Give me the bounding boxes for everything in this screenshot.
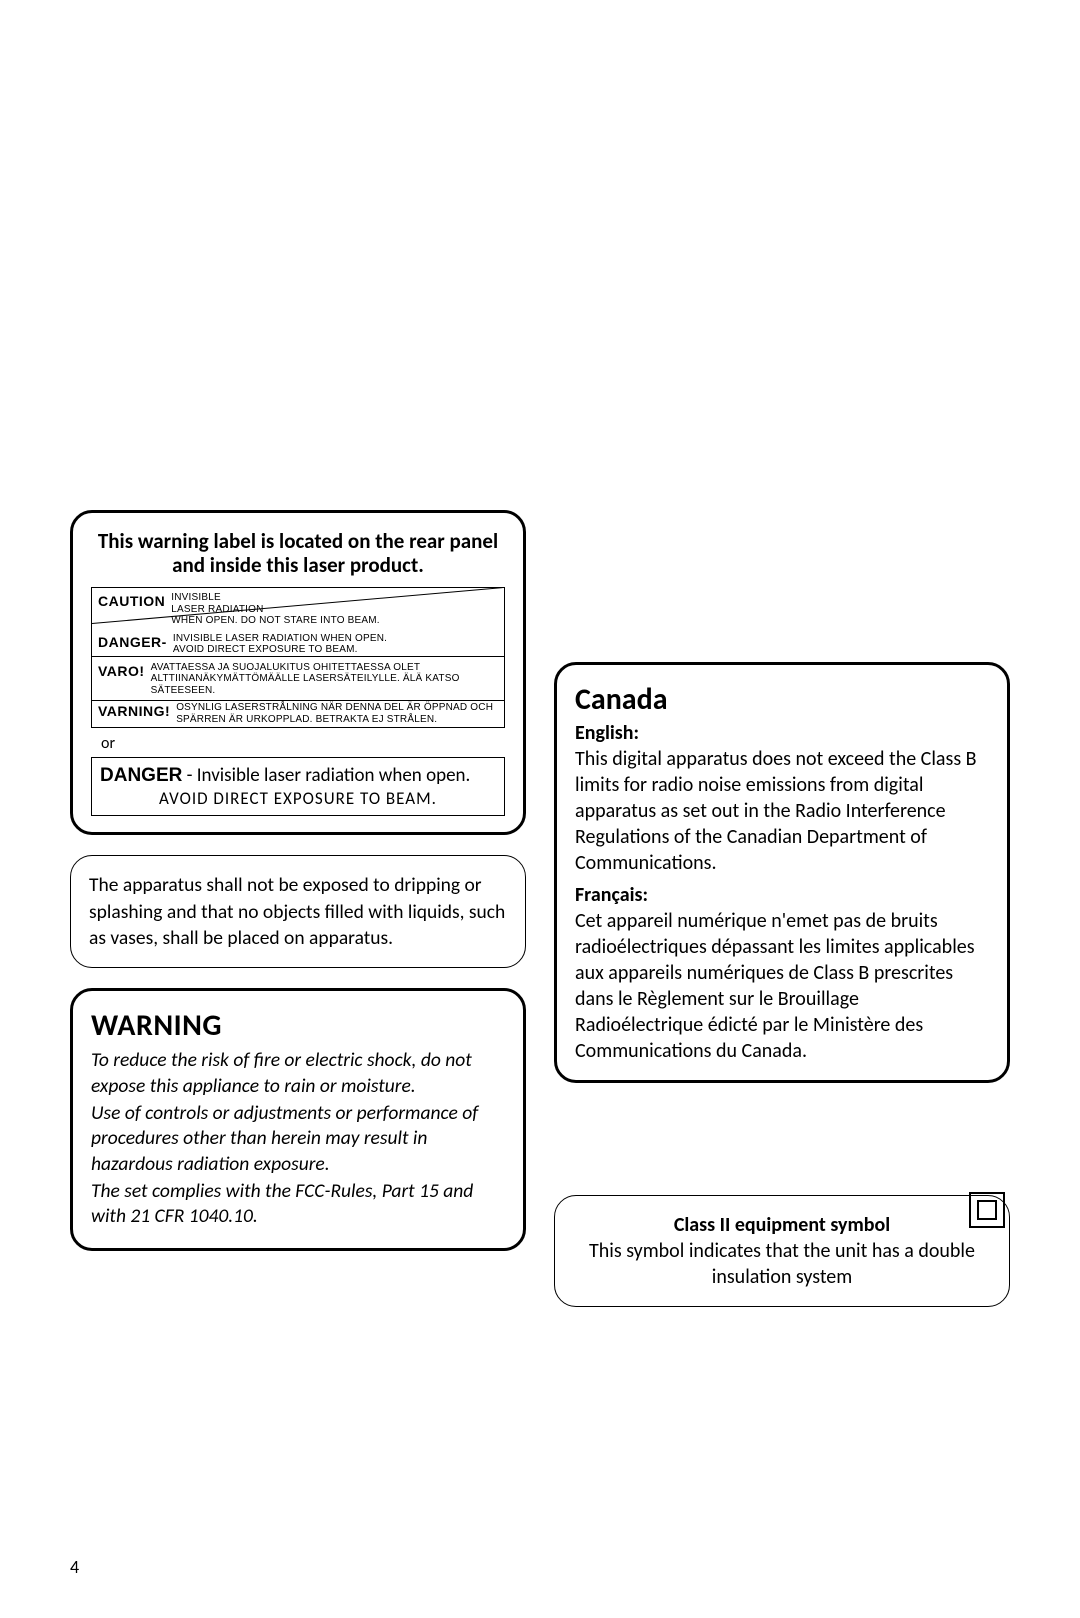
page-number: 4: [70, 1556, 79, 1578]
class2-text: This symbol indicates that the unit has …: [573, 1238, 991, 1290]
document-page: This warning label is located on the rea…: [70, 510, 1010, 1307]
label-text: INVISIBLE LASER RADIATION WHEN OPEN. DO …: [171, 592, 380, 627]
label-keyword: DANGER-: [98, 633, 167, 650]
splash-text: The apparatus shall not be exposed to dr…: [89, 872, 507, 951]
label-text: OSYNLIG LASERSTRÅLNING NÄR DENNA DEL ÄR …: [176, 702, 498, 725]
label-text: INVISIBLE LASER RADIATION WHEN OPEN. AVO…: [173, 633, 387, 656]
label-row-caution: CAUTION INVISIBLE LASER RADIATION WHEN O…: [92, 588, 504, 629]
warning-p2: Use of controls or adjustments or perfor…: [91, 1101, 505, 1177]
laser-warning-panel: This warning label is located on the rea…: [70, 510, 526, 835]
danger-text: - Invisible laser radiation when open.: [182, 764, 470, 787]
canada-francais: Français: Cet appareil numérique n'emet …: [575, 882, 989, 1064]
label-row-danger: DANGER- INVISIBLE LASER RADIATION WHEN O…: [92, 629, 504, 658]
spacer: [554, 1103, 1010, 1175]
right-column: Canada English: This digital apparatus d…: [554, 510, 1010, 1307]
left-column: This warning label is located on the rea…: [70, 510, 526, 1307]
label-row-varning: VARNING! OSYNLIG LASERSTRÅLNING NÄR DENN…: [92, 698, 504, 727]
class2-line1: Class II equipment symbol: [573, 1212, 991, 1238]
canada-english: English: This digital apparatus does not…: [575, 720, 989, 876]
class2-symbol-icon: [969, 1192, 1005, 1228]
label-divider: [92, 656, 504, 657]
label-keyword: CAUTION: [98, 592, 165, 609]
laser-heading: This warning label is located on the rea…: [91, 529, 505, 577]
francais-text: Cet appareil numérique n'emet pas de bru…: [575, 909, 975, 1063]
warning-title: WARNING: [91, 1007, 505, 1044]
danger-line: DANGER - Invisible laser radiation when …: [100, 764, 496, 788]
splash-panel: The apparatus shall not be exposed to dr…: [70, 855, 526, 968]
laser-label-frame: CAUTION INVISIBLE LASER RADIATION WHEN O…: [91, 587, 505, 728]
warning-p3: The set complies with the FCC-Rules, Par…: [91, 1179, 505, 1230]
label-row-varo: VARO! AVATTAESSA JA SUOJALUKITUS OHITETT…: [92, 658, 504, 699]
class2-panel: Class II equipment symbol This symbol in…: [554, 1195, 1010, 1307]
label-keyword: VARNING!: [98, 702, 170, 719]
spacer: [554, 510, 1010, 642]
danger-prefix: DANGER: [100, 765, 182, 786]
label-divider: [92, 700, 504, 701]
canada-title: Canada: [575, 681, 989, 718]
warning-body: To reduce the risk of fire or electric s…: [91, 1048, 505, 1229]
avoid-exposure: AVOID DIRECT EXPOSURE TO BEAM.: [100, 788, 496, 809]
danger-box: DANGER - Invisible laser radiation when …: [91, 757, 505, 816]
label-text: AVATTAESSA JA SUOJALUKITUS OHITETTAESSA …: [151, 662, 498, 697]
warning-p1: To reduce the risk of fire or electric s…: [91, 1048, 505, 1099]
english-label: English:: [575, 721, 639, 745]
canada-panel: Canada English: This digital apparatus d…: [554, 662, 1010, 1083]
francais-label: Français:: [575, 883, 648, 907]
class2-title: Class II equipment symbol: [674, 1213, 890, 1237]
warning-panel: WARNING To reduce the risk of fire or el…: [70, 988, 526, 1250]
english-text: This digital apparatus does not exceed t…: [575, 747, 977, 875]
or-text: or: [101, 734, 505, 753]
label-keyword: VARO!: [98, 662, 145, 679]
